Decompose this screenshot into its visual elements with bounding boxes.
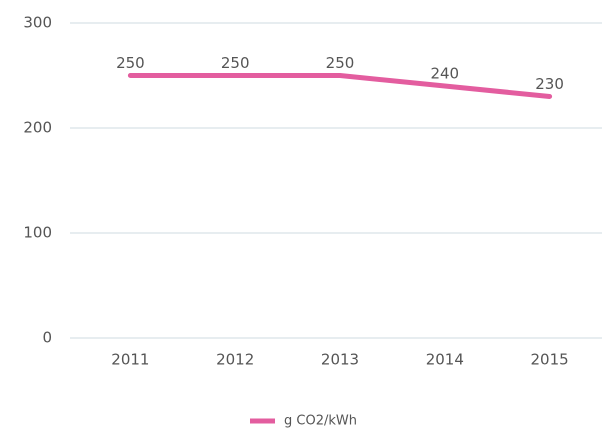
data-label: 230 [535,75,564,93]
x-tick-label: 2015 [531,351,569,369]
y-tick-label: 100 [23,224,52,242]
y-tick-label: 200 [23,119,52,137]
line [127,73,553,99]
x-tick-label: 2011 [111,351,149,369]
x-tick-label: 2013 [321,351,359,369]
data-label: 250 [326,54,355,72]
data-label: 250 [116,54,145,72]
x-tick-label: 2014 [426,351,464,369]
x-tick-label: 2012 [216,351,254,369]
y-tick-label: 0 [42,329,52,347]
y-tick-label: 300 [23,14,52,32]
data-label: 250 [221,54,250,72]
data-label: 240 [430,65,459,83]
legend-label: g CO2/kWh [284,414,357,429]
